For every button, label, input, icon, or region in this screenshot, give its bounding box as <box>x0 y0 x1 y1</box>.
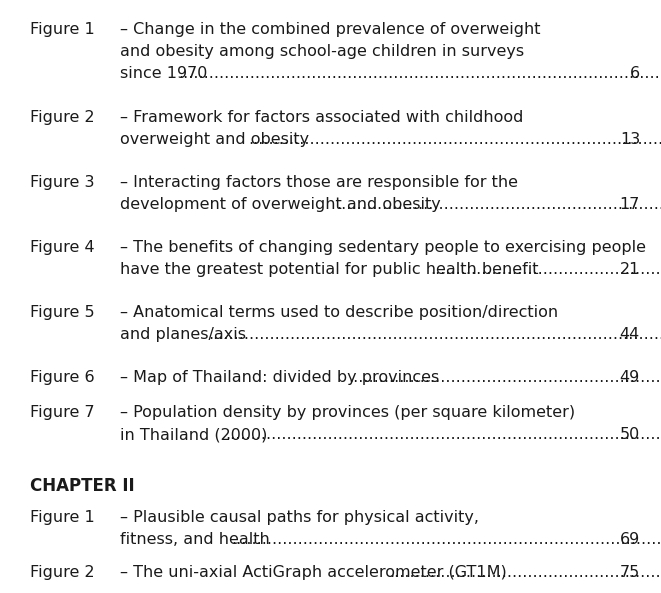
Text: ..............................................................................: ........................................… <box>336 197 661 212</box>
Text: Figure 1: Figure 1 <box>30 510 95 525</box>
Text: – Plausible causal paths for physical activity,: – Plausible causal paths for physical ac… <box>120 510 479 525</box>
Text: 17: 17 <box>619 197 640 212</box>
Text: Figure 7: Figure 7 <box>30 405 95 420</box>
Text: ................................................................................: ........................................… <box>178 66 661 81</box>
Text: have the greatest potential for public health benefit: have the greatest potential for public h… <box>120 262 539 277</box>
Text: ................................................................................: ........................................… <box>231 532 661 547</box>
Text: 69: 69 <box>620 532 640 547</box>
Text: Figure 2: Figure 2 <box>30 565 95 580</box>
Text: 6: 6 <box>630 66 640 81</box>
Text: 50: 50 <box>620 427 640 442</box>
Text: CHAPTER II: CHAPTER II <box>30 477 135 495</box>
Text: ................................................................................: ........................................… <box>249 132 661 147</box>
Text: 49: 49 <box>620 370 640 385</box>
Text: ................................................................................: ........................................… <box>225 427 661 442</box>
Text: – Anatomical terms used to describe position/direction: – Anatomical terms used to describe posi… <box>120 305 558 320</box>
Text: Figure 1: Figure 1 <box>30 22 95 37</box>
Text: 75: 75 <box>620 565 640 580</box>
Text: – Interacting factors those are responsible for the: – Interacting factors those are responsi… <box>120 175 518 190</box>
Text: – Map of Thailand: divided by provinces: – Map of Thailand: divided by provinces <box>120 370 440 385</box>
Text: fitness, and health: fitness, and health <box>120 532 270 547</box>
Text: Figure 3: Figure 3 <box>30 175 95 190</box>
Text: in Thailand (2000): in Thailand (2000) <box>120 427 268 442</box>
Text: since 1970: since 1970 <box>120 66 208 81</box>
Text: and planes/axis: and planes/axis <box>120 327 246 342</box>
Text: Figure 4: Figure 4 <box>30 240 95 255</box>
Text: – Population density by provinces (per square kilometer): – Population density by provinces (per s… <box>120 405 575 420</box>
Text: – Framework for factors associated with childhood: – Framework for factors associated with … <box>120 110 524 125</box>
Text: ................................................................: ........................................… <box>389 565 661 580</box>
Text: Figure 6: Figure 6 <box>30 370 95 385</box>
Text: 21: 21 <box>619 262 640 277</box>
Text: – The uni-axial ActiGraph accelerometer (GT1M): – The uni-axial ActiGraph accelerometer … <box>120 565 507 580</box>
Text: development of overweight and obesity: development of overweight and obesity <box>120 197 441 212</box>
Text: – Change in the combined prevalence of overweight: – Change in the combined prevalence of o… <box>120 22 541 37</box>
Text: ...........................................................................: ........................................… <box>348 370 661 385</box>
Text: Figure 5: Figure 5 <box>30 305 95 320</box>
Text: Figure 2: Figure 2 <box>30 110 95 125</box>
Text: ................................................................................: ........................................… <box>208 327 661 342</box>
Text: overweight and obesity: overweight and obesity <box>120 132 309 147</box>
Text: ....................................................: ........................................… <box>430 262 661 277</box>
Text: 13: 13 <box>620 132 640 147</box>
Text: and obesity among school-age children in surveys: and obesity among school-age children in… <box>120 44 524 59</box>
Text: 44: 44 <box>620 327 640 342</box>
Text: – The benefits of changing sedentary people to exercising people: – The benefits of changing sedentary peo… <box>120 240 646 255</box>
